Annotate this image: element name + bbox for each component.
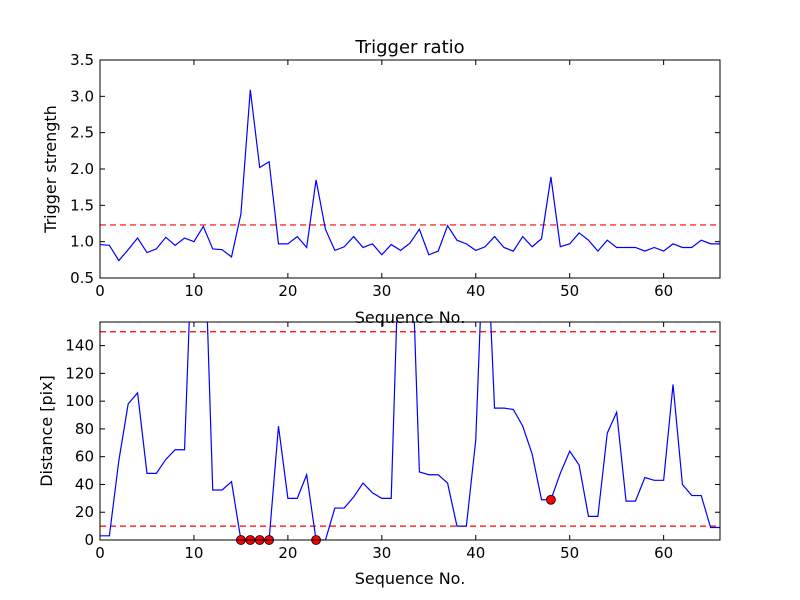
x-tick-label: 40 xyxy=(466,544,485,562)
plot-frame xyxy=(99,59,721,279)
y-tick-label: 120 xyxy=(65,364,94,382)
y-tick-label: 1.5 xyxy=(70,196,94,214)
data-point-marker xyxy=(546,494,556,505)
y-tick-label: 3.0 xyxy=(70,87,94,105)
x-tick-label: 10 xyxy=(184,282,203,300)
distance-chart: 0 10 20 30 40 50 60 0 20 40 60 80 100 120 140 Sequence… xyxy=(37,321,721,588)
y-tick-label: 40 xyxy=(75,475,94,493)
y-tick-label: 2.5 xyxy=(70,124,94,142)
y-axis-label: Trigger strength xyxy=(41,105,60,234)
series-line xyxy=(100,322,720,540)
x-tick-label: 0 xyxy=(95,544,105,562)
y-tick-label: 2.0 xyxy=(70,160,94,178)
x-tick-label: 50 xyxy=(560,282,579,300)
x-tick-label: 30 xyxy=(372,544,391,562)
y-tick-label: 80 xyxy=(75,420,94,438)
x-tick-label: 20 xyxy=(278,282,297,300)
x-axis-label: Sequence No. xyxy=(355,569,466,588)
x-tick-label: 60 xyxy=(654,544,673,562)
y-tick-label: 0 xyxy=(84,531,94,549)
y-tick-label: 1.0 xyxy=(70,233,94,251)
y-axis-label: Distance [pix] xyxy=(37,375,56,487)
x-tick-label: 30 xyxy=(372,282,391,300)
y-tick-label: 20 xyxy=(75,503,94,521)
trigger-ratio-chart: Trigger ratio 0 10 20 30 40 50 60 0.5 1.0 1.5 2.0 2… xyxy=(41,37,721,327)
y-tick-label: 0.5 xyxy=(70,269,94,287)
y-tick-label: 3.5 xyxy=(70,51,94,69)
series-line xyxy=(100,89,720,262)
x-tick-label: 20 xyxy=(278,544,297,562)
chart-title: Trigger ratio xyxy=(354,37,464,58)
y-tick-label: 60 xyxy=(75,448,94,466)
y-tick-label: 100 xyxy=(65,392,94,410)
x-tick-label: 10 xyxy=(184,544,203,562)
x-tick-label: 60 xyxy=(654,282,673,300)
x-tick-label: 0 xyxy=(95,282,105,300)
y-tick-label: 140 xyxy=(65,337,94,355)
plot-frame xyxy=(99,321,721,541)
x-axis-label: Sequence No. xyxy=(355,308,466,327)
x-tick-label: 50 xyxy=(560,544,579,562)
x-tick-label: 40 xyxy=(466,282,485,300)
